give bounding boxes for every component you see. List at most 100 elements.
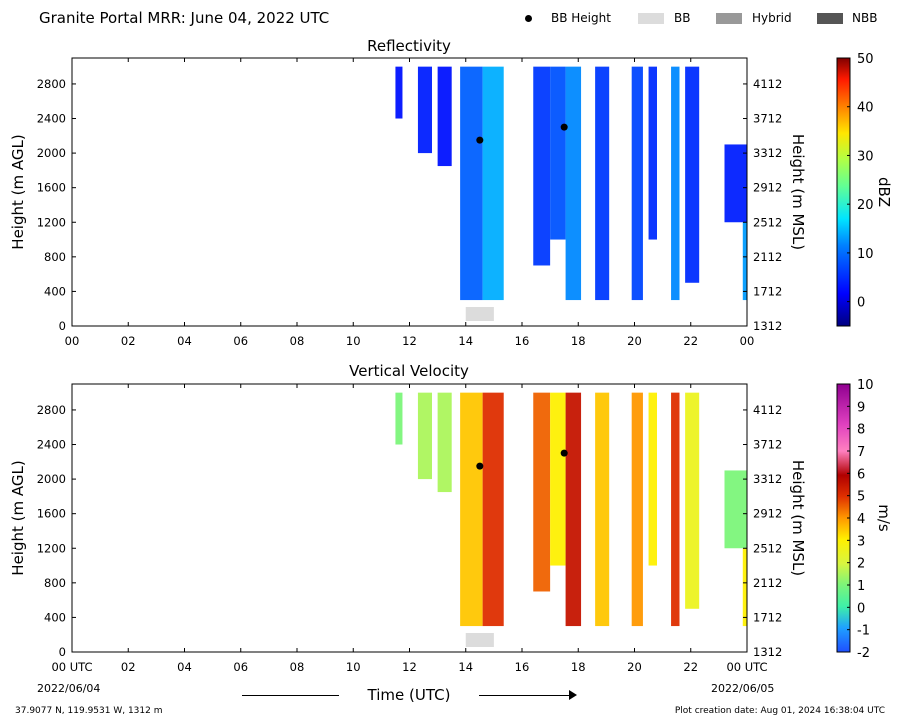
refl-ytick-label-left: 0 (59, 319, 66, 333)
refl-xtick-label: 10 (346, 334, 361, 348)
refl-echo-column (533, 66, 551, 266)
refl-bb-height-point (560, 123, 568, 131)
vv-xtick-label: 00 UTC (726, 660, 767, 674)
vv-xtick-label: 08 (290, 660, 305, 674)
refl-echo-column (395, 66, 403, 119)
refl-plot-frame (71, 57, 748, 327)
refl-ytick-label-right: 1712 (753, 284, 782, 298)
vv-echo-column (595, 392, 610, 627)
end-date: 2022/06/05 (711, 682, 775, 695)
legend-hybrid: Hybrid (752, 11, 792, 25)
refl-xtick-label: 00 (65, 334, 80, 348)
refl-xtick-label: 12 (402, 334, 417, 348)
reflectivity-title: Reflectivity (367, 37, 451, 55)
vv-plot-frame (71, 383, 748, 653)
refl-xtick-label: 18 (571, 334, 586, 348)
refl-xtick-label: 14 (458, 334, 473, 348)
refl-xtick-label: 22 (683, 334, 698, 348)
vv-echo-column (685, 392, 700, 609)
refl-echo-column (742, 222, 747, 301)
vv-echo-column (460, 392, 483, 627)
vv-colorbar-tick-label: -2 (857, 646, 870, 661)
refl-xtick-label: 06 (233, 334, 248, 348)
refl-xtick-label: 20 (627, 334, 642, 348)
location-text: 37.9077 N, 119.9531 W, 1312 m (15, 706, 163, 716)
vv-ytick-label-left: 0 (59, 645, 66, 659)
vv-echo-column (742, 548, 747, 627)
vv-xtick-label: 00 UTC (51, 660, 92, 674)
vv-colorbar-tick-label: 3 (857, 534, 865, 549)
refl-xtick-label: 08 (290, 334, 305, 348)
refl-echo-column (482, 66, 504, 301)
refl-ytick-label-left: 400 (44, 284, 66, 298)
refl-ytick-label-right: 1312 (753, 319, 782, 333)
legend-bb: BB (674, 11, 691, 25)
vv-echo-column (533, 392, 551, 592)
refl-ytick-label-right: 3312 (753, 146, 782, 160)
vv-ytick-label-right: 2512 (753, 541, 782, 555)
refl-ytick-label-left: 1200 (37, 215, 66, 229)
refl-ytick-label-right: 2912 (753, 181, 782, 195)
refl-bright-band (465, 307, 494, 321)
vv-xtick-label: 12 (402, 660, 417, 674)
vv-colorbar-tick-label: 5 (857, 490, 865, 505)
vv-xtick-label: 10 (346, 660, 361, 674)
refl-ytick-label-right: 2112 (753, 250, 782, 264)
refl-echo-column (685, 66, 700, 283)
x-axis-label: Time (UTC) (367, 686, 451, 704)
vv-bb-height-point (476, 462, 484, 470)
refl-echo-column (595, 66, 610, 301)
vv-panel: 00 UTC 02 04 06 08 10 12 14 16 18 20 22 00 UTC040080… (37, 378, 874, 674)
vv-echo-column (631, 392, 643, 627)
vv-colorbar-tick-label: 1 (857, 579, 865, 594)
vv-ytick-label-right: 3312 (753, 472, 782, 486)
vv-echo-column (395, 392, 403, 445)
refl-colorbar-tick-label: 50 (857, 52, 874, 67)
refl-ylabel-right: Height (m MSL) (789, 133, 807, 251)
start-date: 2022/06/04 (37, 682, 101, 695)
refl-colorbar-tick-label: 40 (857, 101, 874, 116)
vv-colorbar-tick-label: 7 (857, 445, 865, 460)
refl-ytick-label-left: 1600 (37, 181, 66, 195)
vv-bright-band (465, 633, 494, 647)
vv-xtick-label: 14 (458, 660, 473, 674)
vv-echo-column (437, 392, 452, 493)
hybrid-legend-swatch (716, 13, 742, 24)
refl-colorbar-tick-label: 10 (857, 247, 874, 262)
refl-ytick-label-right: 4112 (753, 77, 782, 91)
bb-height-legend-icon (522, 12, 534, 24)
vv-xtick-label: 22 (683, 660, 698, 674)
vv-ytick-label-right: 2112 (753, 576, 782, 590)
vv-colorbar-tick-label: 10 (857, 378, 874, 393)
vv-echo-column (417, 392, 432, 480)
refl-ytick-label-left: 2400 (37, 112, 66, 126)
vv-xtick-label: 02 (121, 660, 136, 674)
vv-ylabel-right: Height (m MSL) (789, 459, 807, 577)
right-arrow-line (479, 695, 571, 696)
refl-echo-column (724, 144, 747, 223)
vv-xtick-label: 06 (233, 660, 248, 674)
refl-ytick-label-left: 800 (44, 250, 66, 264)
legend-bb-height: BB Height (551, 11, 611, 25)
refl-ytick-label-right: 2512 (753, 215, 782, 229)
refl-echo-column (437, 66, 452, 167)
refl-xtick-label: 02 (121, 334, 136, 348)
vv-bb-height-point (560, 449, 568, 457)
vv-ylabel-left: Height (m AGL) (9, 460, 27, 576)
vv-echo-column (565, 392, 582, 627)
vv-colorbar-tick-label: 8 (857, 423, 865, 438)
vv-ytick-label-left: 400 (44, 610, 66, 624)
vv-colorbar-tick-label: 4 (857, 512, 865, 527)
refl-echo-column (550, 66, 566, 240)
vv-ytick-label-right: 4112 (753, 403, 782, 417)
refl-ytick-label-left: 2800 (37, 77, 66, 91)
creation-date: Plot creation date: Aug 01, 2024 16:38:0… (674, 706, 885, 716)
refl-colorbar-tick-label: 0 (857, 296, 865, 311)
vv-echo-column (724, 470, 747, 549)
vv-ytick-label-right: 2912 (753, 507, 782, 521)
vv-ytick-label-left: 2800 (37, 403, 66, 417)
refl-colorbar-label: dBZ (875, 176, 893, 208)
vv-ytick-label-right: 3712 (753, 438, 782, 452)
vv-echo-column (482, 392, 504, 627)
nbb-legend-swatch (817, 13, 843, 24)
